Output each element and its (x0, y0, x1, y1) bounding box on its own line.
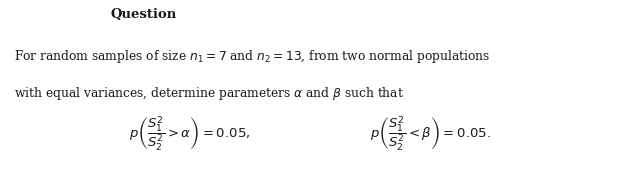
Text: For random samples of size $n_1 = 7$ and $n_2 = 13$, from two normal populations: For random samples of size $n_1 = 7$ and… (14, 48, 490, 65)
Text: Question: Question (111, 8, 177, 21)
Text: with equal variances, determine parameters $\alpha$ and $\beta$ such that: with equal variances, determine paramete… (14, 85, 404, 102)
Text: $p\left(\dfrac{S_1^2}{S_2^2} > \alpha\right) = 0.05,$: $p\left(\dfrac{S_1^2}{S_2^2} > \alpha\ri… (129, 114, 251, 153)
Text: $p\left(\dfrac{S_1^2}{S_2^2} < \beta\right) = 0.05.$: $p\left(\dfrac{S_1^2}{S_2^2} < \beta\rig… (370, 114, 491, 153)
